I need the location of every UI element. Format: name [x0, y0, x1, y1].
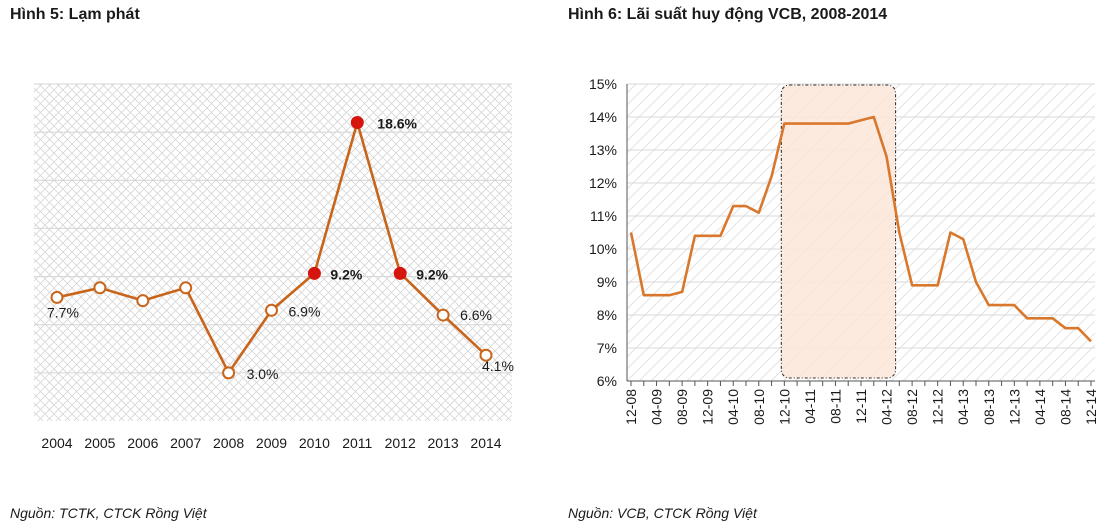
- x-tick-12-10: 12-10: [776, 389, 792, 425]
- x-tick-2008: 2008: [213, 435, 244, 451]
- point-2013: [436, 308, 450, 322]
- chart-deposit-rate: 6% 7% 8% 9% 10% 11% 12% 13% 14% 15% 12-08 04-09 08-0…: [589, 76, 1099, 425]
- x-tick-2005: 2005: [84, 435, 115, 451]
- data-label-2012: 9.2%: [416, 266, 448, 282]
- y-tick-14: 14%: [589, 109, 617, 125]
- point-2012: [393, 266, 407, 280]
- x-tick-08-14: 08-14: [1057, 389, 1073, 425]
- x-tick-2010: 2010: [299, 435, 330, 451]
- point-2006: [136, 294, 150, 308]
- x-tick-12-11: 12-11: [853, 389, 869, 424]
- chart2-title: Hình 6: Lãi suất huy động VCB, 2008-2014: [568, 6, 888, 23]
- x-tick-04-10: 04-10: [725, 389, 741, 425]
- chart2-source: Nguồn: VCB, CTCK Rồng Việt: [568, 505, 757, 521]
- point-2007: [179, 281, 193, 295]
- x-tick-2009: 2009: [256, 435, 287, 451]
- x-tick-2006: 2006: [127, 435, 158, 451]
- data-label-2011: 18.6%: [377, 116, 417, 132]
- x-tick-08-10: 08-10: [751, 389, 767, 425]
- point-2011: [350, 116, 364, 130]
- x-tick-12-08: 12-08: [623, 389, 639, 425]
- x-tick-04-11: 04-11: [802, 389, 818, 424]
- x-tick-12-09: 12-09: [700, 389, 716, 425]
- series-line-deposit-rate: [629, 115, 1092, 343]
- x-tick-12-12: 12-12: [930, 389, 946, 425]
- y-tick-9: 9%: [597, 274, 617, 290]
- x-tick-2011: 2011: [342, 435, 372, 451]
- chart1-title: Hình 5: Lạm phát: [10, 6, 140, 23]
- y-tick-13: 13%: [589, 142, 617, 158]
- x-tick-08-11: 08-11: [827, 389, 843, 424]
- y-tick-6: 6%: [597, 373, 617, 389]
- point-2009: [265, 303, 278, 317]
- y-tick-7: 7%: [597, 340, 617, 356]
- data-label-2009: 6.9%: [289, 303, 321, 319]
- x-tick-04-12: 04-12: [879, 389, 895, 425]
- x-tick-12-14: 12-14: [1083, 389, 1099, 425]
- data-label-2013: 6.6%: [460, 307, 492, 323]
- chart1-source: Nguồn: TCTK, CTCK Rồng Việt: [10, 505, 207, 521]
- x-tick-2012: 2012: [385, 435, 416, 451]
- x-tick-12-13: 12-13: [1006, 389, 1022, 425]
- x-tick-08-13: 08-13: [981, 389, 997, 425]
- x-tick-2007: 2007: [170, 435, 201, 451]
- data-label-2008: 3.0%: [247, 366, 279, 382]
- x-tick-2013: 2013: [428, 435, 459, 451]
- x-tick-2014: 2014: [470, 435, 501, 451]
- x-tick-04-13: 04-13: [955, 389, 971, 425]
- x-tick-08-12: 08-12: [904, 389, 920, 425]
- point-2005: [93, 281, 107, 295]
- point-2008: [222, 366, 236, 380]
- y-tick-11: 11%: [590, 208, 617, 224]
- x-tick-04-09: 04-09: [649, 389, 665, 425]
- data-label-2010: 9.2%: [330, 266, 362, 282]
- point-2004: [50, 290, 64, 304]
- y-tick-12: 12%: [589, 175, 617, 191]
- plot-area-hatch: [34, 84, 512, 421]
- chart-inflation: 7.7% 3.0% 6.9% 9.2% 18.6% 9.2% 6.6% 4.1% 2004 200…: [34, 83, 514, 451]
- data-label-2014: 4.1%: [482, 358, 514, 374]
- y-tick-15: 15%: [589, 76, 617, 92]
- y-tick-10: 10%: [589, 241, 617, 257]
- point-2010: [307, 266, 321, 280]
- y-tick-8: 8%: [597, 307, 617, 323]
- x-tick-04-14: 04-14: [1032, 389, 1048, 425]
- data-label-2004: 7.7%: [47, 304, 79, 320]
- highlight-period-box: [780, 84, 897, 379]
- x-tick-08-09: 08-09: [674, 389, 690, 425]
- x-tick-2004: 2004: [41, 435, 72, 451]
- point-2014: [479, 348, 493, 362]
